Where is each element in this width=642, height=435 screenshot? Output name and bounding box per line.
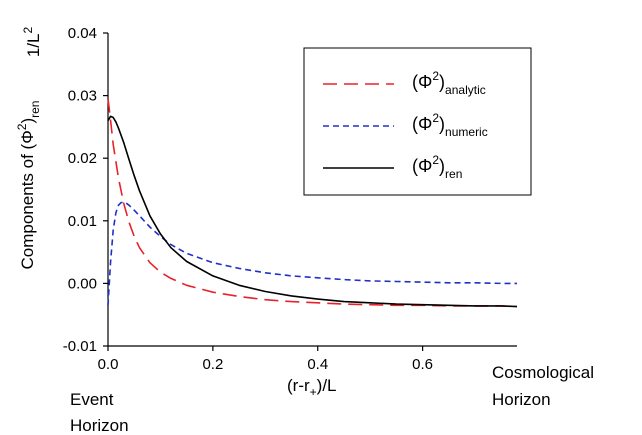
legend-label-ren: (Φ2)ren (412, 153, 462, 181)
y-axis-title: Components of (Φ2)ren (15, 101, 42, 270)
x-tick-label: 0.6 (412, 356, 433, 373)
annotation-cosmological: Cosmological (492, 363, 594, 382)
annotation-event: Event (70, 390, 114, 409)
legend-label-analytic: (Φ2)analytic (412, 69, 486, 97)
series-layer (107, 98, 518, 308)
x-tick-label: 0.4 (307, 356, 328, 373)
legend-items: (Φ2)analytic (Φ2)numeric (Φ2)ren (323, 69, 488, 181)
x-tick-label: 0.0 (98, 356, 119, 373)
legend-label-numeric: (Φ2)numeric (412, 111, 488, 139)
series-line-numeric (107, 201, 517, 306)
y-tick-label: 0.01 (68, 213, 97, 230)
annotation-cosmological-horizon: Horizon (492, 390, 551, 409)
y-tick-label: 0.04 (68, 25, 97, 42)
x-ticks: 0.0 0.2 0.4 0.6 (98, 346, 433, 373)
x-axis-title: (r-r+)/L (287, 376, 337, 399)
y-tick-label: 0.03 (68, 88, 97, 105)
y-tick-label: -0.01 (63, 338, 97, 355)
x-tick-label: 0.2 (202, 356, 223, 373)
y-tick-label: 0.02 (68, 150, 97, 167)
y-ticks: -0.01 0.00 0.01 0.02 0.03 0.04 (63, 25, 108, 355)
y-unit-label: 1/L2 (21, 27, 43, 58)
legend: (Φ2)analytic (Φ2)numeric (Φ2)ren (303, 47, 532, 196)
annotation-event-horizon: Horizon (70, 416, 129, 435)
legend-box (303, 47, 532, 196)
series-line-ren (107, 115, 518, 308)
y-tick-label: 0.00 (68, 275, 97, 292)
